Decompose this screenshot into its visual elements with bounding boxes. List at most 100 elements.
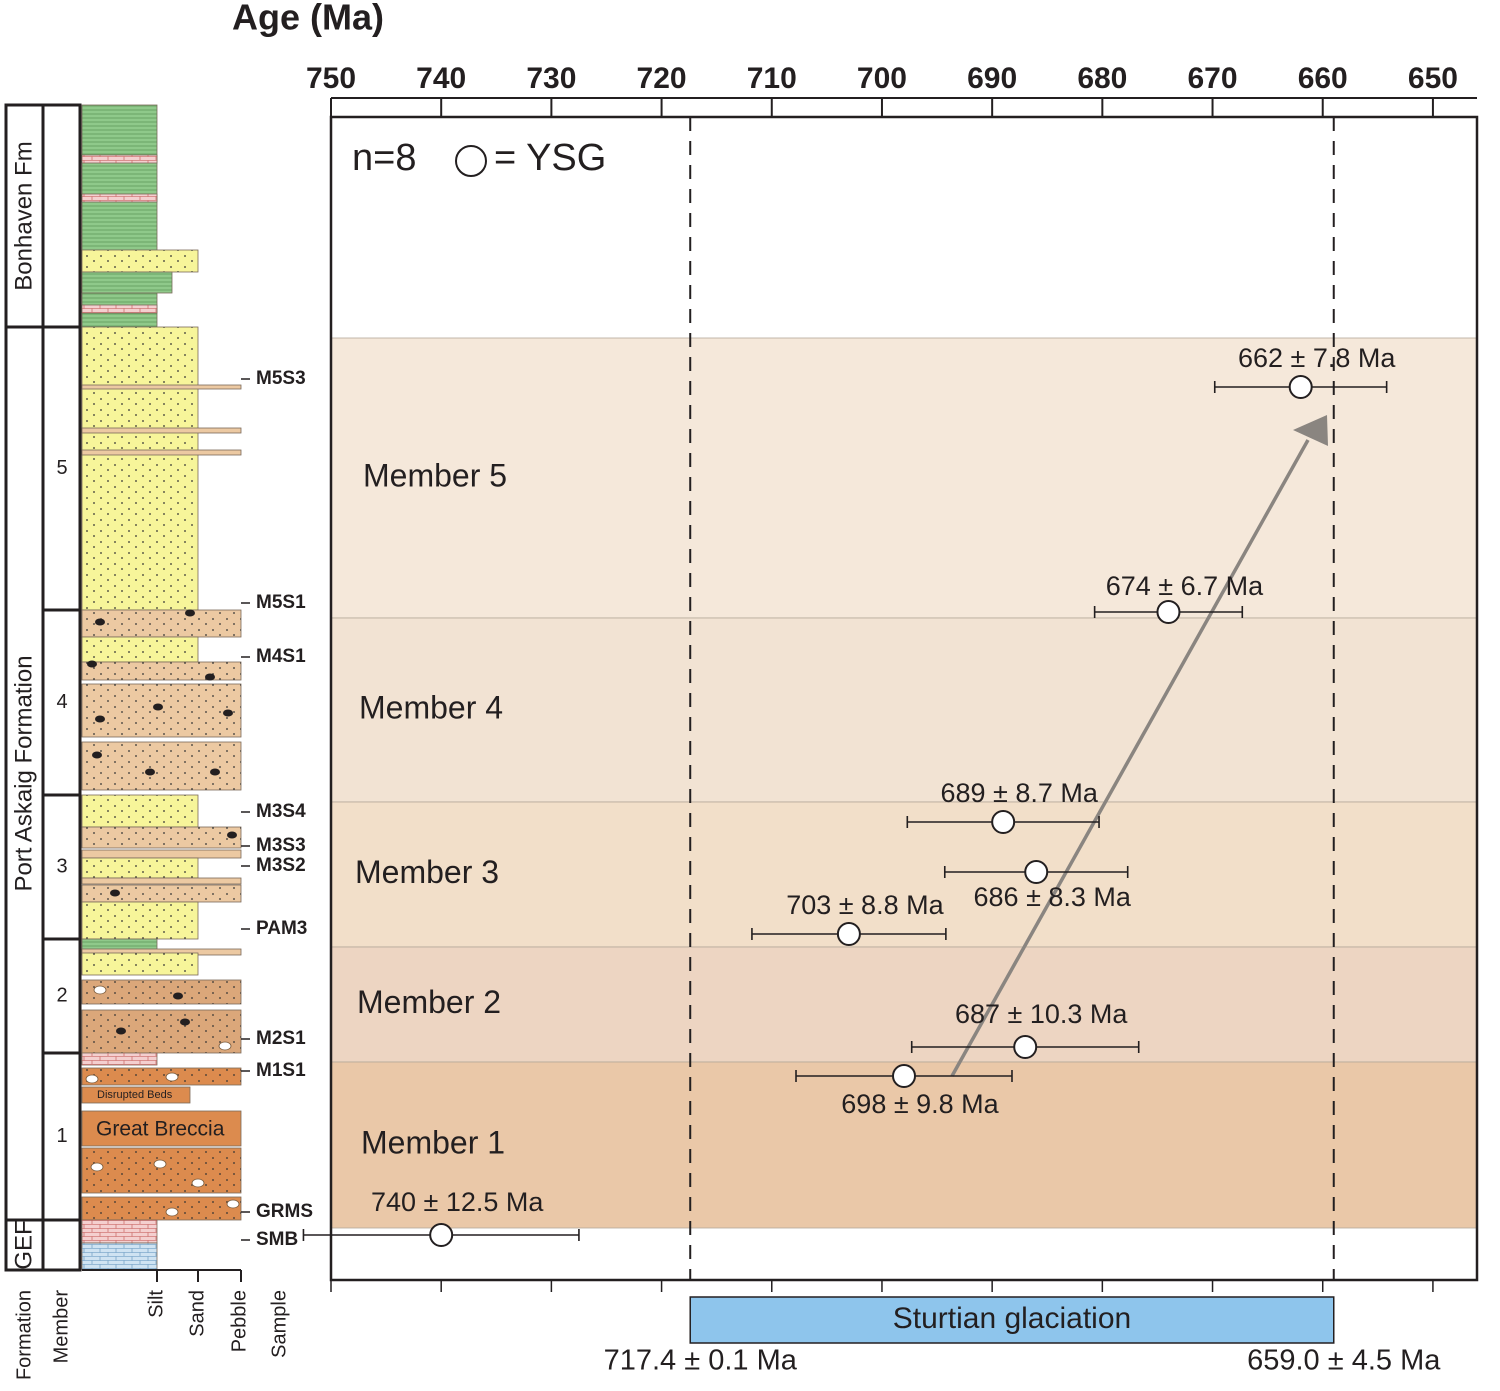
value-label: 703 ± 8.8 Ma: [786, 890, 944, 920]
plot-frame: [329, 115, 1479, 1282]
clast: [93, 985, 107, 995]
member-band: [330, 801, 1478, 948]
member-number: 4: [56, 691, 67, 713]
bed-texture: [82, 742, 241, 790]
bed-texture: [82, 1243, 157, 1270]
pebble: [223, 709, 233, 717]
bed-texture: [82, 1148, 241, 1193]
x-tick-label: 690: [967, 62, 1017, 95]
bed-texture: [82, 885, 241, 902]
x-tick-label: 660: [1298, 62, 1348, 95]
pebble: [185, 609, 195, 617]
column-header: Member: [50, 1290, 72, 1364]
pebble: [205, 673, 215, 681]
sample-label: M1S1: [256, 1060, 306, 1081]
sample-label: M3S2: [256, 855, 306, 876]
pebble: [95, 715, 105, 723]
column-header: Formation: [13, 1290, 35, 1380]
sample-label: SMB: [256, 1229, 298, 1250]
bed: [81, 849, 242, 859]
column-header: Sample: [268, 1290, 290, 1358]
formation-label: GEF: [10, 1220, 37, 1269]
reference-label: 659.0 ± 4.5 Ma: [1247, 1345, 1441, 1377]
bed-texture: [82, 637, 198, 662]
bed-texture: [82, 980, 241, 1004]
legend-count: n=8: [352, 137, 416, 179]
member-number: 1: [56, 1125, 67, 1147]
x-tick-label: 650: [1408, 62, 1458, 95]
bed-texture: [82, 194, 157, 202]
legend-label: = YSG: [494, 137, 606, 179]
clast: [218, 1041, 232, 1051]
pebble: [153, 703, 163, 711]
bed-texture: [82, 305, 157, 313]
sample-label: GRMS: [256, 1201, 313, 1222]
bed: [81, 877, 242, 885]
reference-label: 717.4 ± 0.1 Ma: [604, 1345, 798, 1377]
clast: [85, 1074, 99, 1084]
bed-texture: [82, 684, 241, 737]
x-tick-label: 730: [526, 62, 576, 95]
pebble: [210, 768, 220, 776]
data-point: [1156, 600, 1181, 624]
bed-texture: [82, 827, 241, 848]
bed-texture: [82, 902, 198, 939]
bed-texture: [82, 858, 198, 878]
bed: [81, 384, 242, 390]
sample-label: M4S1: [256, 646, 306, 667]
sample-label: PAM3: [256, 918, 307, 939]
member-number: 5: [56, 457, 67, 479]
trend-arrow: [950, 439, 1310, 1077]
sample-label: M5S1: [256, 592, 306, 613]
member-label: Member 2: [357, 984, 501, 1020]
member-label: Member 4: [359, 689, 503, 725]
bed-texture: [82, 250, 198, 272]
x-tick-label: 670: [1188, 62, 1238, 95]
member-label: Member 1: [361, 1124, 505, 1160]
x-tick-label: 680: [1077, 62, 1127, 95]
bed-texture: [82, 795, 198, 827]
bed-label: Great Breccia: [96, 1118, 225, 1141]
clast: [191, 1178, 205, 1188]
bed: [81, 427, 242, 434]
value-label: 674 ± 6.7 Ma: [1106, 571, 1264, 601]
column-box: [41, 103, 82, 329]
pebble: [87, 660, 97, 668]
member-label: Member 3: [355, 854, 499, 890]
value-label: 687 ± 10.3 Ma: [955, 999, 1128, 1029]
pebble: [110, 889, 120, 897]
member-number: 2: [56, 984, 67, 1006]
pebble: [173, 992, 183, 1000]
glaciation-label: Sturtian glaciation: [893, 1302, 1131, 1335]
pebble: [227, 831, 237, 839]
bed-texture: [82, 1053, 157, 1065]
formation-label: Port Askaig Formation: [10, 655, 37, 891]
sample-label: M2S1: [256, 1028, 306, 1049]
x-tick-label: 740: [416, 62, 466, 95]
member-band: [330, 946, 1478, 1063]
glaciation-band: [689, 1296, 1335, 1344]
clast: [90, 1162, 104, 1172]
data-point: [836, 922, 861, 946]
bed-label: Disrupted Beds: [97, 1089, 173, 1101]
data-point: [1013, 1035, 1038, 1059]
bed: [81, 1110, 242, 1147]
value-label: 740 ± 12.5 Ma: [371, 1187, 544, 1217]
bed-texture: [82, 1010, 241, 1053]
x-tick-label: 700: [857, 62, 907, 95]
bed-texture: [82, 662, 241, 680]
clast: [153, 1159, 167, 1169]
member-band: [330, 1061, 1478, 1229]
bed: [81, 449, 242, 456]
column-header: Silt: [145, 1290, 167, 1318]
bed-texture: [82, 1220, 157, 1243]
formation-label: Bonhaven Fm: [10, 141, 37, 290]
x-tick-label: 750: [306, 62, 356, 95]
value-label: 686 ± 8.3 Ma: [974, 882, 1132, 912]
x-tick-label: 710: [747, 62, 797, 95]
value-label: 689 ± 8.7 Ma: [940, 778, 1098, 808]
pebble: [145, 768, 155, 776]
column-box: [41, 1218, 82, 1272]
bed-texture: [82, 155, 157, 163]
